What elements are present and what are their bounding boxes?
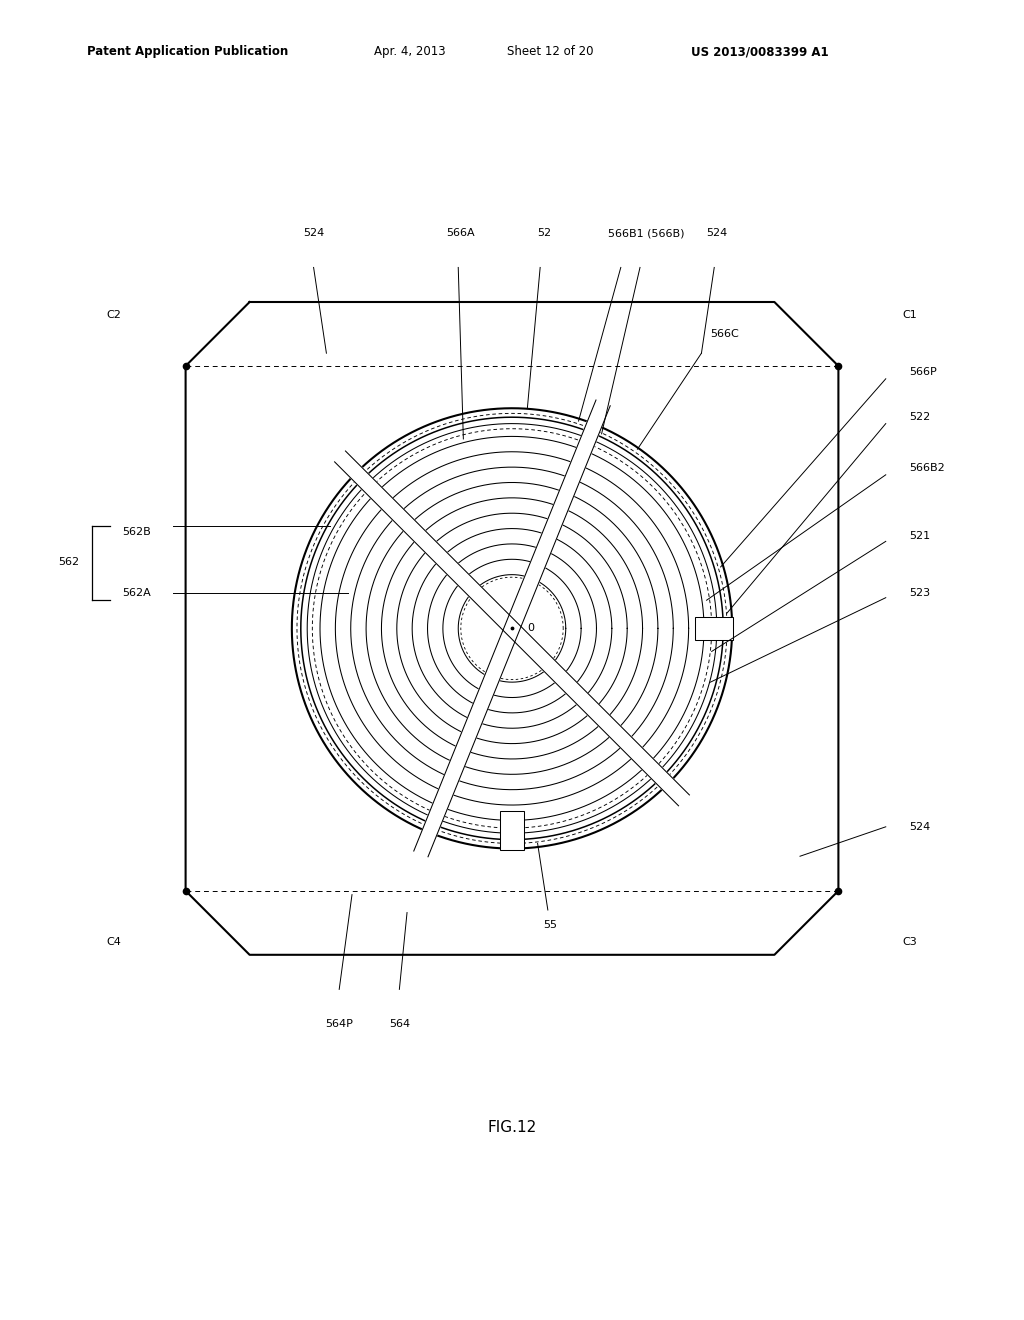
Text: 524: 524 bbox=[909, 822, 930, 832]
Text: 566B1 (566B): 566B1 (566B) bbox=[608, 228, 685, 238]
Text: 564P: 564P bbox=[326, 1019, 353, 1028]
Text: C1: C1 bbox=[902, 310, 918, 319]
Text: 564: 564 bbox=[389, 1019, 410, 1028]
Text: 524: 524 bbox=[303, 228, 325, 238]
Text: Sheet 12 of 20: Sheet 12 of 20 bbox=[507, 45, 593, 58]
Text: 0: 0 bbox=[527, 623, 535, 634]
Text: 562A: 562A bbox=[122, 587, 152, 598]
Text: C4: C4 bbox=[106, 937, 122, 946]
Text: Apr. 4, 2013: Apr. 4, 2013 bbox=[374, 45, 445, 58]
Text: 523: 523 bbox=[909, 587, 930, 598]
Text: 566P: 566P bbox=[909, 367, 937, 378]
Text: 522: 522 bbox=[909, 412, 930, 422]
Text: 562: 562 bbox=[58, 557, 80, 566]
Text: 566C: 566C bbox=[711, 329, 739, 339]
Text: 52: 52 bbox=[537, 228, 551, 238]
Text: C3: C3 bbox=[902, 937, 918, 946]
Polygon shape bbox=[414, 400, 610, 857]
Bar bbox=[501, 812, 523, 850]
Polygon shape bbox=[335, 451, 689, 805]
Text: US 2013/0083399 A1: US 2013/0083399 A1 bbox=[691, 45, 828, 58]
Text: 566B2: 566B2 bbox=[909, 463, 944, 474]
Text: FIG.12: FIG.12 bbox=[487, 1121, 537, 1135]
Text: C2: C2 bbox=[106, 310, 122, 319]
Text: Patent Application Publication: Patent Application Publication bbox=[87, 45, 289, 58]
Text: 55: 55 bbox=[544, 920, 557, 931]
Text: 521: 521 bbox=[909, 531, 930, 541]
Bar bbox=[695, 616, 733, 640]
Text: 524: 524 bbox=[707, 228, 727, 238]
Text: 566A: 566A bbox=[446, 228, 475, 238]
Text: 562B: 562B bbox=[122, 528, 152, 537]
